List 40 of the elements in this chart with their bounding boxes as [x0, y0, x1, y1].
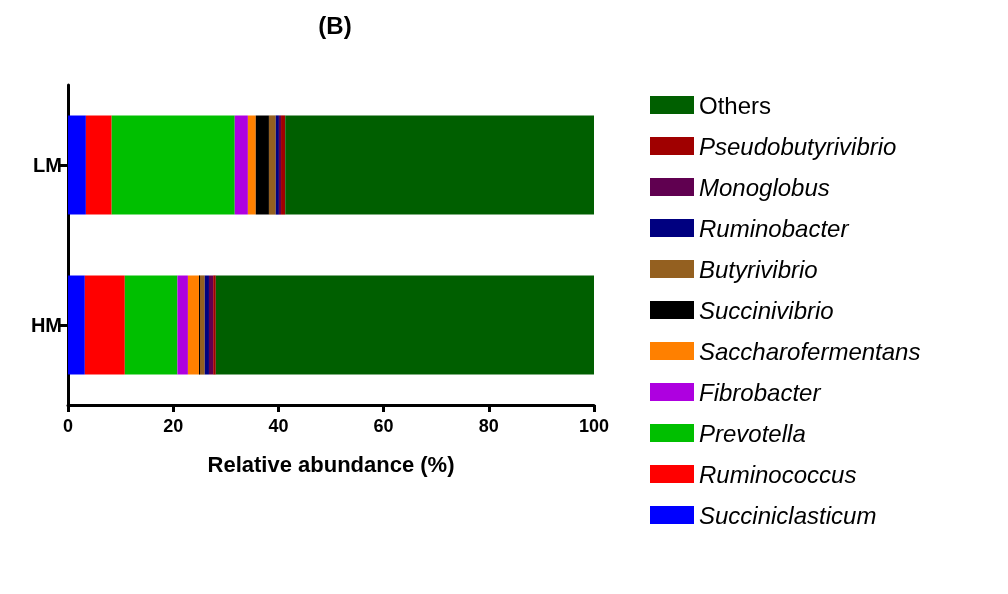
legend-label: Ruminococcus [699, 460, 857, 488]
bar [85, 115, 112, 215]
bar [111, 115, 235, 215]
bar [268, 115, 276, 215]
legend-label: Succiniclasticum [699, 501, 877, 529]
x-tick-label: 60 [373, 416, 394, 436]
legend-label: Others [699, 91, 772, 119]
bar [177, 275, 188, 375]
chart-title: (B) [318, 11, 352, 39]
bar [208, 275, 214, 375]
x-tick-label: 40 [268, 416, 289, 436]
legend-label: Butyrivibrio [699, 255, 818, 283]
bar [204, 275, 209, 375]
bar [281, 115, 286, 215]
bar [200, 275, 205, 375]
legend-label: Ruminobacter [699, 214, 850, 242]
bar [215, 275, 594, 375]
bar [187, 275, 199, 375]
legend-label: Monoglobus [699, 173, 830, 201]
bar [234, 115, 248, 215]
bar [84, 275, 125, 375]
y-tick-label: HM [30, 314, 62, 336]
x-axis-title: Relative abundance (%) [207, 451, 455, 477]
x-tick-label: 0 [62, 416, 74, 436]
legend-label: Prevotella [699, 419, 806, 447]
bar [285, 115, 594, 215]
legend-label: Fibrobacter [699, 378, 822, 406]
bar [247, 115, 256, 215]
bar [124, 275, 178, 375]
bar [68, 115, 86, 215]
x-tick-label: 80 [478, 416, 499, 436]
x-tick-label: 100 [578, 416, 610, 436]
legend-label: Saccharofermentans [699, 337, 921, 365]
legend-label: Pseudobutyrivibrio [699, 132, 897, 160]
bar [255, 115, 269, 215]
y-tick-label: LM [33, 154, 62, 176]
legend-label: Succinivibrio [699, 296, 834, 324]
bar [213, 275, 216, 375]
x-tick-label: 20 [163, 416, 184, 436]
bar [68, 275, 85, 375]
